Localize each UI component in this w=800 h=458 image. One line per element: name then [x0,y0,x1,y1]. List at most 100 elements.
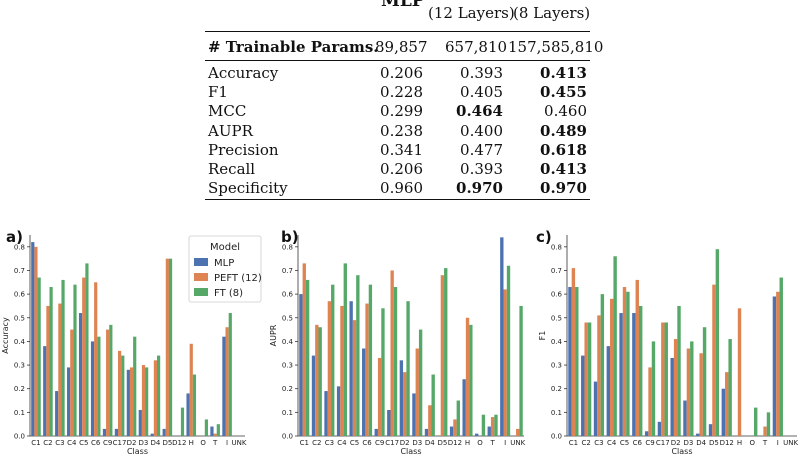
y-tick-label: 0.5 [551,314,562,322]
header-peft-sub: (12 Layers) [428,4,515,22]
bar [453,419,457,436]
x-tick-label: C6 [362,439,372,447]
y-tick-label: 0.4 [282,338,294,346]
bar [651,341,656,436]
y-tick-label: 0.1 [14,409,25,417]
bar [600,294,605,436]
bar [327,301,332,436]
bar [648,367,652,436]
x-tick-label: C9 [375,439,384,447]
bar [613,256,617,436]
bar [708,424,713,436]
x-axis-label: Class [400,447,421,456]
bar [318,327,322,436]
bar [487,426,491,436]
top-rule [205,31,590,32]
x-tick-label: C1 [31,439,40,447]
bar [73,284,77,436]
bar [690,341,694,436]
y-tick-label: 0.1 [282,409,293,417]
y-axis-label: Accuracy [1,317,10,354]
params-ft: 157,585,810 [508,38,604,56]
x-tick-label: C2 [43,439,52,447]
x-tick-label: D4 [150,439,160,447]
bar [503,289,507,436]
bar [228,313,232,436]
metric-value-mlp: 0.228 [380,83,423,102]
bar [712,284,716,436]
x-tick-label: C3 [325,439,334,447]
x-tick-label: O [750,439,756,447]
x-tick-label: H [737,439,742,447]
y-tick-label: 0.2 [14,385,25,393]
y-tick-label: 0.6 [282,291,294,299]
bar [162,428,166,436]
bar [204,419,208,436]
metric-label: Recall [208,160,256,178]
bar [638,305,643,436]
bar [374,428,378,436]
bar [776,291,780,436]
bar [635,279,639,436]
bar [37,277,41,436]
x-tick-label: C5 [79,439,88,447]
x-tick-label: D12 [720,439,734,447]
legend-box [188,235,262,303]
bar [440,275,445,436]
bar [753,407,758,436]
bar [683,400,687,436]
y-tick-label: 0.4 [14,338,26,346]
bar [702,327,707,436]
x-tick-label: D2 [400,439,410,447]
bar [506,265,511,436]
bar [55,391,59,436]
x-tick-label: C9 [645,439,654,447]
bar [114,428,118,436]
bar [305,279,310,436]
y-tick-label: 0.5 [282,314,293,322]
bar [661,322,665,436]
bar [61,279,65,436]
bar [153,360,158,436]
bar [192,374,197,436]
y-tick-label: 0.2 [551,385,562,393]
bar [568,287,572,436]
bar [699,353,703,436]
bar [387,409,391,436]
bar [58,303,62,436]
bar [34,246,38,436]
bar [117,350,122,436]
bar [102,428,107,436]
bar [581,355,585,436]
bar [763,426,767,436]
bar [299,294,303,436]
bar [352,320,357,436]
metric-value-peft: 0.393 [460,64,503,82]
mid-rule [205,60,590,61]
y-tick-label: 0.7 [551,267,562,275]
bar [619,313,623,436]
x-tick-label: D4 [696,439,706,447]
bar [462,379,466,436]
bar [575,287,579,436]
bar [157,355,161,436]
x-tick-label: C17 [113,439,127,447]
bar [428,405,432,436]
metric-value-ft: 0.970 [540,179,587,198]
bar [737,308,742,436]
metric-value-mlp: 0.341 [380,140,423,159]
bar [189,343,193,436]
y-tick-label: 0.0 [14,433,25,441]
x-tick-label: C4 [67,439,77,447]
y-tick-label: 0.8 [14,243,25,251]
x-tick-label: C4 [607,439,617,447]
bar [673,339,678,436]
y-tick-label: 0.5 [14,314,25,322]
bar [494,414,498,436]
metric-value-ft: 0.489 [540,121,587,140]
y-tick-label: 0.8 [551,243,562,251]
bar [49,287,53,436]
bar [469,324,473,436]
x-tick-label: D12 [172,439,186,447]
